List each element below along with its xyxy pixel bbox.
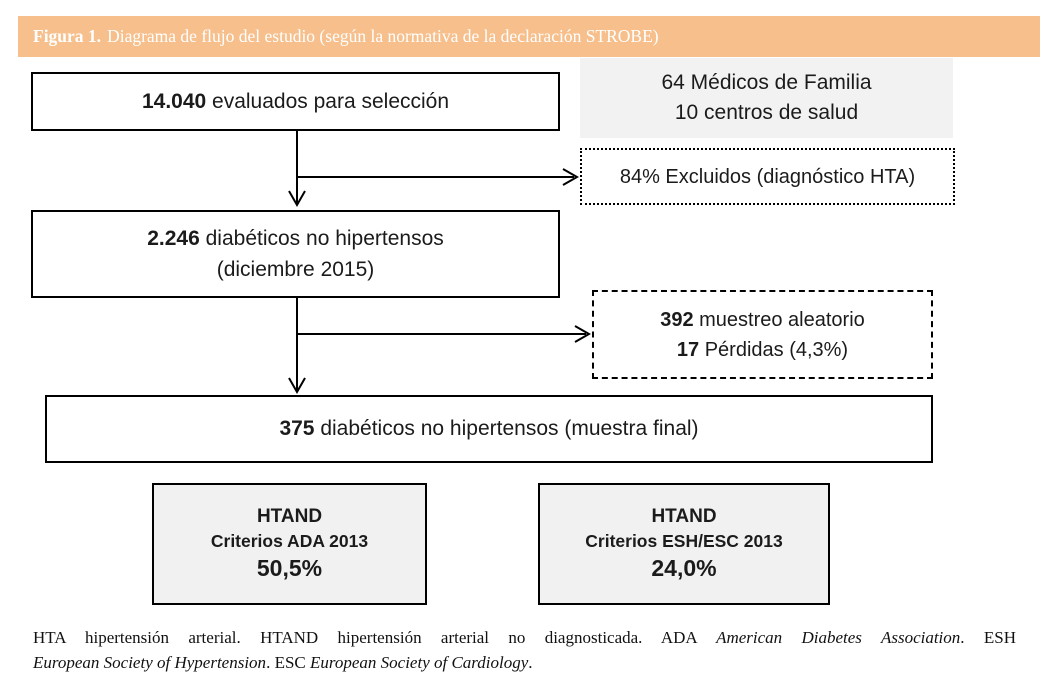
sampling-count: 392 [660, 308, 694, 331]
result-esh-value: 24,0% [651, 555, 717, 581]
footnote-esc-abbr: . ESC [266, 652, 310, 672]
footnote-line1: HTA hipertensión arterial. HTAND hiperte… [33, 626, 1016, 651]
result-box-esh-esc: HTAND Criterios ESH/ESC 2013 24,0% [538, 483, 830, 605]
excluded-label: 84% Excluidos (diagnóstico HTA) [619, 165, 916, 188]
diabetics-label: diabéticos no hipertensos [199, 226, 444, 250]
figure-caption-label: Figura 1. [33, 26, 102, 46]
context-line-centers: 10 centros de salud [674, 101, 859, 124]
abbreviations-footnote: HTA hipertensión arterial. HTAND hiperte… [33, 626, 1016, 675]
arrowhead-down-1 [288, 190, 306, 208]
box-diabetics-line2: (diciembre 2015) [216, 258, 375, 281]
box-final-text: 375 diabéticos no hipertensos (muestra f… [279, 413, 698, 445]
evaluated-label: evaluados para selección [206, 89, 450, 113]
box-diabetics-line1: 2.246 diabéticos no hipertensos [147, 223, 444, 255]
arrowhead-right-2 [574, 325, 592, 343]
final-count: 375 [279, 417, 315, 441]
result-esh-criteria: Criterios ESH/ESC 2013 [585, 531, 783, 551]
result-ada-value: 50,5% [256, 555, 323, 581]
result-ada-criteria: Criterios ADA 2013 [210, 531, 369, 551]
result-esh-title: HTAND [651, 506, 717, 527]
losses-label: Pérdidas (4,3%) [699, 338, 849, 361]
evaluated-count: 14.040 [141, 89, 207, 113]
result-ada-title: HTAND [256, 506, 323, 527]
sampling-line1: 392 muestreo aleatorio [660, 305, 865, 335]
result-box-ada: HTAND Criterios ADA 2013 50,5% [152, 483, 427, 605]
diabetics-count: 2.246 [147, 226, 200, 250]
footnote-line2: European Society of Hypertension. ESC Eu… [33, 651, 1016, 676]
footnote-esh-society: European Society of Hypertension [33, 652, 267, 672]
box-diabetics: 2.246 diabéticos no hipertensos (diciemb… [31, 210, 560, 298]
excluded-box: 84% Excluidos (diagnóstico HTA) [580, 148, 955, 205]
box-final-sample: 375 diabéticos no hipertensos (muestra f… [45, 395, 933, 463]
footnote-esc-society: European Society of Cardiology [310, 652, 529, 672]
sampling-label: muestreo aleatorio [693, 308, 865, 331]
arrowhead-down-2 [288, 377, 306, 395]
context-box: 64 Médicos de Familia 10 centros de salu… [580, 58, 953, 138]
sampling-box: 392 muestreo aleatorio 17 Pérdidas (4,3%… [592, 290, 933, 379]
context-line-doctors: 64 Médicos de Familia [661, 70, 872, 94]
footnote-period: . [528, 652, 533, 672]
sampling-line2: 17 Pérdidas (4,3%) [677, 335, 848, 365]
box-evaluated: 14.040 evaluados para selección [31, 72, 560, 131]
footnote-abbr-part1: HTA hipertensión arterial. HTAND hiperte… [33, 628, 717, 647]
arrowhead-right-1 [562, 168, 580, 186]
losses-count: 17 [676, 338, 700, 361]
footnote-esh-abbr: . ESH [960, 628, 1016, 647]
footnote-ada-society: American Diabetes Association [716, 628, 961, 647]
figure-caption-bar: Figura 1. Diagrama de flujo del estudio … [18, 16, 1040, 57]
final-label: diabéticos no hipertensos (muestra final… [314, 417, 699, 441]
figure-caption-text: Diagrama de flujo del estudio (según la … [107, 26, 659, 46]
box-evaluated-text: 14.040 evaluados para selección [142, 86, 449, 118]
